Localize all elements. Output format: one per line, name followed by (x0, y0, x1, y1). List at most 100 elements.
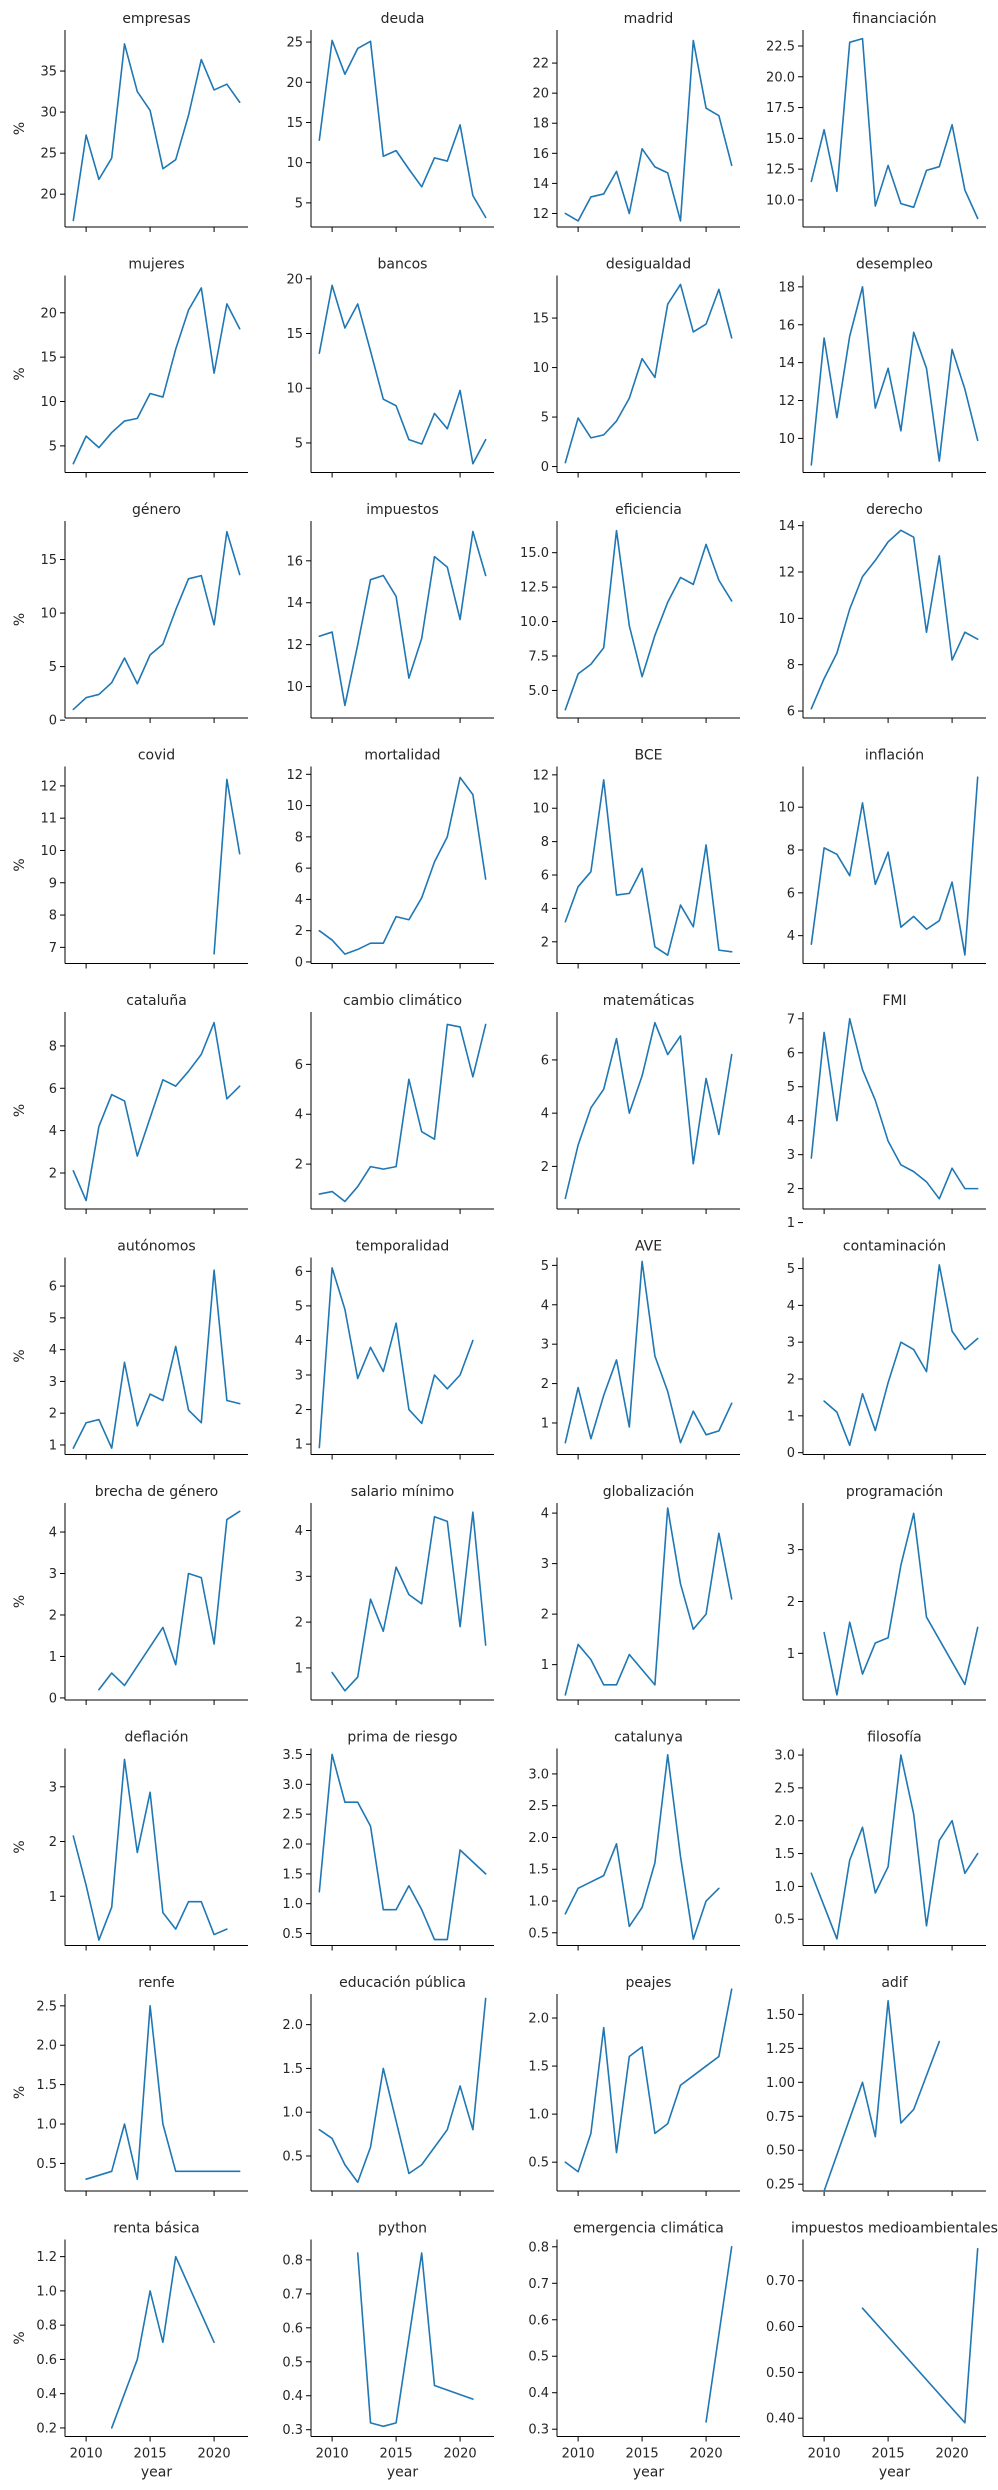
y-tick-label: 10 (40, 395, 57, 410)
y-tick-label: 5 (49, 660, 57, 675)
x-tick-label: 2010 (316, 2447, 349, 2462)
y-tick-label: 8 (49, 1039, 57, 1054)
y-tick-label: 30 (40, 106, 57, 121)
y-tick-label: 10 (778, 801, 795, 816)
y-tick-label: 1 (787, 1409, 795, 1424)
y-tick-label: 12 (778, 394, 795, 409)
series-line (564, 1507, 733, 1696)
y-tick-label: 16 (778, 318, 795, 333)
series-line (823, 1512, 979, 1696)
y-tick-label: 10 (532, 802, 549, 817)
y-tick-label: 10 (532, 361, 549, 376)
y-tick-label: 2 (541, 1377, 549, 1392)
series-line (318, 1753, 487, 1941)
y-tick-label: 2.0 (282, 1838, 303, 1853)
series-line (356, 2252, 474, 2428)
series-line (810, 37, 979, 220)
y-tick-label: 0.70 (766, 2274, 795, 2289)
panel-title: brecha de género (95, 1484, 219, 1500)
panel-title: deuda (381, 11, 425, 27)
y-tick-label: 11 (40, 812, 57, 827)
series-line (318, 1023, 487, 1203)
y-tick-label: 15 (286, 116, 303, 131)
y-tick-label: 1.5 (282, 1867, 303, 1882)
panel-title: python (378, 2221, 427, 2237)
y-tick-label: 1.50 (766, 2008, 795, 2023)
y-tick-label: 6 (49, 1280, 57, 1295)
y-tick-label: 4 (49, 1526, 57, 1541)
panel-title: impuestos medioambientales (791, 2221, 998, 2237)
y-tick-label: 0 (49, 1691, 57, 1706)
series-line (564, 1021, 733, 1200)
panel-title: cataluña (126, 993, 187, 1009)
x-tick-label: 2020 (936, 2447, 969, 2462)
y-tick-label: 1 (295, 1661, 303, 1676)
series-line (564, 1260, 733, 1444)
y-tick-label: 4 (295, 1334, 303, 1349)
panel-title: FMI (882, 993, 906, 1009)
x-axis-label: year (387, 2465, 418, 2481)
y-tick-label: 2.5 (774, 1781, 795, 1796)
y-tick-label: 6 (541, 1053, 549, 1068)
y-tick-label: 14 (778, 519, 795, 534)
y-tick-label: 2.0 (774, 1814, 795, 1829)
series-line (85, 2005, 241, 2180)
y-axis-label: % (12, 1840, 28, 1853)
panel-title: adif (881, 1975, 908, 1991)
y-tick-label: 2.5 (282, 1808, 303, 1823)
y-tick-label: 8 (787, 658, 795, 673)
y-tick-label: 5 (49, 439, 57, 454)
series-line (564, 39, 733, 222)
panel-title: prima de riesgo (347, 1730, 457, 1746)
y-tick-label: 1.0 (36, 2118, 57, 2133)
series-line (110, 2255, 215, 2429)
series-line (72, 1021, 241, 1202)
panel-title: temporalidad (356, 1239, 450, 1255)
series-line (318, 284, 487, 465)
y-tick-label: 20 (286, 76, 303, 91)
y-tick-label: 4 (787, 1299, 795, 1314)
y-tick-label: 5 (295, 436, 303, 451)
y-tick-label: 12.5 (766, 163, 795, 178)
x-tick-label: 2015 (380, 2447, 413, 2462)
panel-title: eficiencia (615, 502, 682, 518)
y-tick-label: 4 (295, 1524, 303, 1539)
y-tick-label: 6 (295, 1265, 303, 1280)
y-tick-label: 2 (49, 1166, 57, 1181)
y-tick-label: 4 (541, 902, 549, 917)
x-tick-label: 2015 (626, 2447, 659, 2462)
y-tick-label: 2.0 (528, 1831, 549, 1846)
y-tick-label: 0.5 (528, 2156, 549, 2171)
y-tick-label: 0.6 (282, 2321, 303, 2336)
y-tick-label: 2 (295, 1616, 303, 1631)
y-tick-label: 2 (541, 1608, 549, 1623)
series-line (72, 1758, 228, 1941)
y-tick-label: 5 (787, 1262, 795, 1277)
y-tick-label: 35 (40, 65, 57, 80)
y-tick-label: 4 (787, 1114, 795, 1129)
y-tick-label: 7 (49, 941, 57, 956)
y-axis-label: % (12, 1104, 28, 1117)
y-tick-label: 2.0 (36, 2039, 57, 2054)
y-tick-label: 2.5 (36, 1999, 57, 2014)
y-tick-label: 1.2 (36, 2250, 57, 2265)
y-tick-label: 5 (295, 1299, 303, 1314)
panel-title: filosofía (867, 1730, 922, 1746)
panel-title: programación (846, 1484, 943, 1500)
y-tick-label: 3 (541, 1557, 549, 1572)
y-tick-label: 3 (787, 1336, 795, 1351)
y-tick-label: 0.25 (766, 2178, 795, 2193)
y-tick-label: 0.4 (528, 2386, 549, 2401)
x-tick-label: 2015 (872, 2447, 905, 2462)
series-line (318, 530, 487, 707)
y-tick-label: 3.5 (282, 1748, 303, 1763)
y-tick-label: 15 (40, 553, 57, 568)
y-tick-label: 0.5 (282, 2355, 303, 2370)
panel-title: BCE (635, 748, 663, 764)
y-tick-label: 22.5 (766, 40, 795, 55)
y-tick-label: 1.5 (528, 1863, 549, 1878)
panel-title: género (132, 502, 181, 518)
y-tick-label: 8 (541, 835, 549, 850)
panel-title: autónomos (117, 1239, 195, 1255)
series-line (318, 776, 487, 955)
